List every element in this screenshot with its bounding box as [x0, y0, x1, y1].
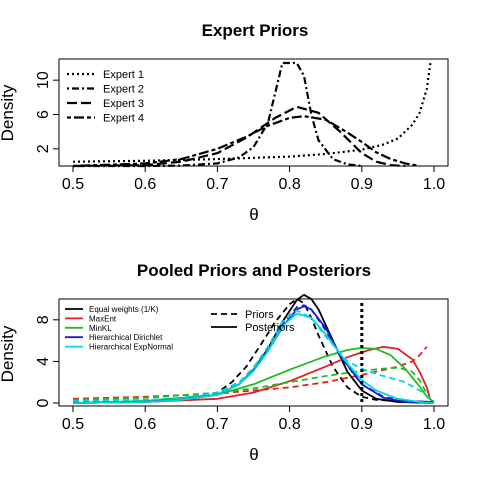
- series-line-hierarchical-expnormal-priors: [72, 309, 435, 402]
- series-line-hierarchical-expnormal-posteriors: [72, 312, 435, 404]
- x-tick-label: 1.0: [423, 176, 445, 193]
- y-axis: 2 6 10: [35, 71, 60, 153]
- legend: Equal weights (1/K)MaxEntMinKLHierarchic…: [65, 305, 173, 352]
- x-axis: 0.5 0.6 0.7 0.8 0.9 1.0: [62, 165, 445, 193]
- x-tick-label: 0.7: [206, 416, 228, 433]
- legend-label: Expert 3: [103, 98, 144, 110]
- x-tick-label: 0.5: [62, 416, 84, 433]
- y-tick-label: 2: [35, 144, 52, 153]
- legend: Expert 1 Expert 2 Expert 3 Expert 4: [67, 69, 144, 125]
- series-lines: [72, 293, 435, 404]
- legend-label: MaxEnt: [89, 314, 117, 323]
- x-tick-label: 0.6: [134, 416, 156, 433]
- series-line-hierarchical-dirichlet-priors: [72, 304, 435, 403]
- x-tick-label: 0.7: [206, 176, 228, 193]
- x-tick-label: 0.9: [351, 416, 373, 433]
- x-tick-label: 0.6: [134, 176, 156, 193]
- series-line-expert-3: [72, 105, 406, 168]
- y-axis-label: Density: [0, 84, 17, 141]
- series-lines: [72, 61, 432, 168]
- y-tick-label: 6: [35, 110, 52, 119]
- series-line-maxent-priors: [72, 346, 428, 400]
- pooled-panel: Pooled Priors and Posteriors θ Density 0…: [0, 261, 449, 464]
- legend-label: MinKL: [89, 324, 112, 333]
- y-tick-label: 10: [35, 71, 52, 89]
- x-axis-label: θ: [249, 445, 258, 464]
- series-line-expert-1: [72, 62, 432, 163]
- x-tick-label: 1.0: [423, 416, 445, 433]
- legend-label: Hierarchical ExpNormal: [89, 343, 173, 352]
- x-tick-label: 0.8: [278, 176, 300, 193]
- expert-priors-panel: Expert Priors θ Density 0.5 0.6 0.7 0.8 0.9 1…: [0, 21, 449, 224]
- series-line-expert-4: [72, 115, 420, 168]
- x-axis-label: θ: [249, 205, 258, 224]
- chart-title: Expert Priors: [202, 21, 309, 40]
- y-tick-label: 4: [35, 357, 52, 366]
- y-axis-label: Density: [0, 325, 17, 382]
- legend-label: Priors: [245, 309, 274, 321]
- legend-label: Equal weights (1/K): [89, 305, 159, 314]
- y-axis: 0 4 8: [35, 315, 60, 407]
- x-tick-label: 0.8: [278, 416, 300, 433]
- x-tick-label: 0.9: [351, 176, 373, 193]
- legend-label: Expert 2: [103, 84, 144, 96]
- legend-label: Expert 1: [103, 69, 144, 81]
- y-tick-label: 8: [35, 315, 52, 324]
- y-tick-label: 0: [35, 398, 52, 407]
- chart-title: Pooled Priors and Posteriors: [137, 261, 371, 280]
- series-line-minkl-posteriors: [72, 346, 435, 404]
- legend-label: Posteriors: [245, 322, 295, 334]
- x-axis: 0.5 0.6 0.7 0.8 0.9 1.0: [62, 405, 445, 433]
- x-tick-label: 0.5: [62, 176, 84, 193]
- legend-label: Expert 4: [103, 113, 144, 125]
- series-line-maxent-posteriors: [72, 345, 432, 404]
- legend-label: Hierarchical Dirichlet: [89, 333, 163, 342]
